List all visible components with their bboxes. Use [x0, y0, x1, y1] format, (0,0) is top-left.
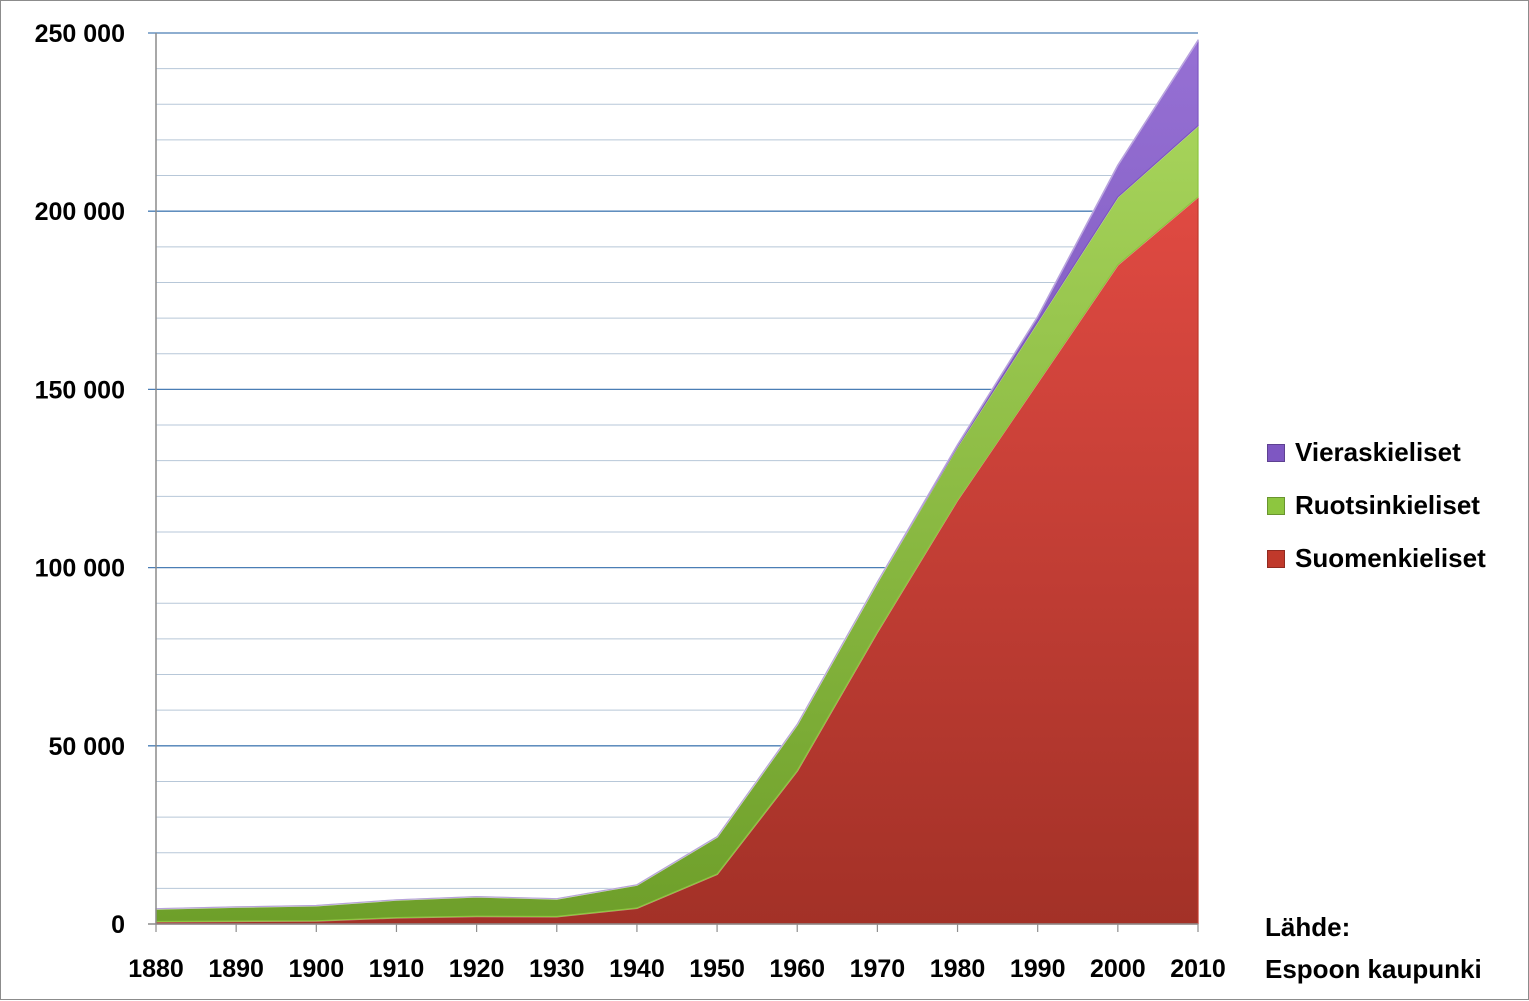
- area-vieraskieliset: [155, 39, 1199, 910]
- legend-swatch: [1267, 549, 1285, 568]
- area-suomenkieliset: [155, 196, 1199, 925]
- legend-item-vieraskieliset: Vieraskieliset: [1267, 426, 1486, 479]
- x-tick-label: 1920: [449, 955, 505, 983]
- y-tick-label: 200 000: [35, 198, 125, 226]
- x-tick-label: 2010: [1170, 955, 1226, 983]
- legend-item-suomenkieliset: Suomenkieliset: [1267, 532, 1486, 585]
- x-tick-label: 1880: [128, 955, 184, 983]
- legend-swatch: [1267, 443, 1285, 462]
- x-tick-label: 1940: [609, 955, 665, 983]
- source-name: Espoon kaupunki: [1265, 954, 1482, 984]
- area-edge-vieraskieliset: [155, 39, 1199, 910]
- axes: [148, 33, 1199, 932]
- x-tick-label: 1930: [529, 955, 585, 983]
- y-tick-label: 150 000: [35, 376, 125, 404]
- y-tick-label: 100 000: [35, 555, 125, 583]
- stacked-areas: [155, 39, 1199, 925]
- x-axis-tick-labels: 1880 1890 1900 1910 1920 1930 1940 1950 1960 1970…: [128, 955, 1226, 983]
- legend-label: Suomenkieliset: [1295, 543, 1486, 573]
- x-tick-label: 1980: [930, 955, 986, 983]
- x-tick-label: 1970: [850, 955, 906, 983]
- x-tick-label: 1960: [769, 955, 825, 983]
- x-tick-label: 1910: [369, 955, 425, 983]
- legend-label: Ruotsinkieliset: [1295, 490, 1480, 520]
- legend-item-ruotsinkieliset: Ruotsinkieliset: [1267, 479, 1486, 532]
- legend-label: Vieraskieliset: [1295, 437, 1461, 467]
- source-note: Lähde: Espoon kaupunki: [1265, 906, 1482, 990]
- x-tick-label: 2000: [1090, 955, 1146, 983]
- source-label: Lähde:: [1265, 912, 1351, 942]
- x-tick-label: 1890: [208, 955, 264, 983]
- x-tick-label: 1900: [288, 955, 344, 983]
- y-tick-label: 0: [111, 911, 125, 939]
- x-tick-label: 1990: [1010, 955, 1066, 983]
- legend: Vieraskieliset Ruotsinkieliset Suomenkieli…: [1267, 426, 1486, 585]
- x-tick-label: 1950: [689, 955, 745, 983]
- y-axis-tick-labels: 0 50 000 100 000 150 000 200 000 250 000: [35, 20, 125, 939]
- y-tick-label: 50 000: [49, 733, 125, 761]
- legend-swatch: [1267, 496, 1285, 515]
- y-tick-label: 250 000: [35, 20, 125, 48]
